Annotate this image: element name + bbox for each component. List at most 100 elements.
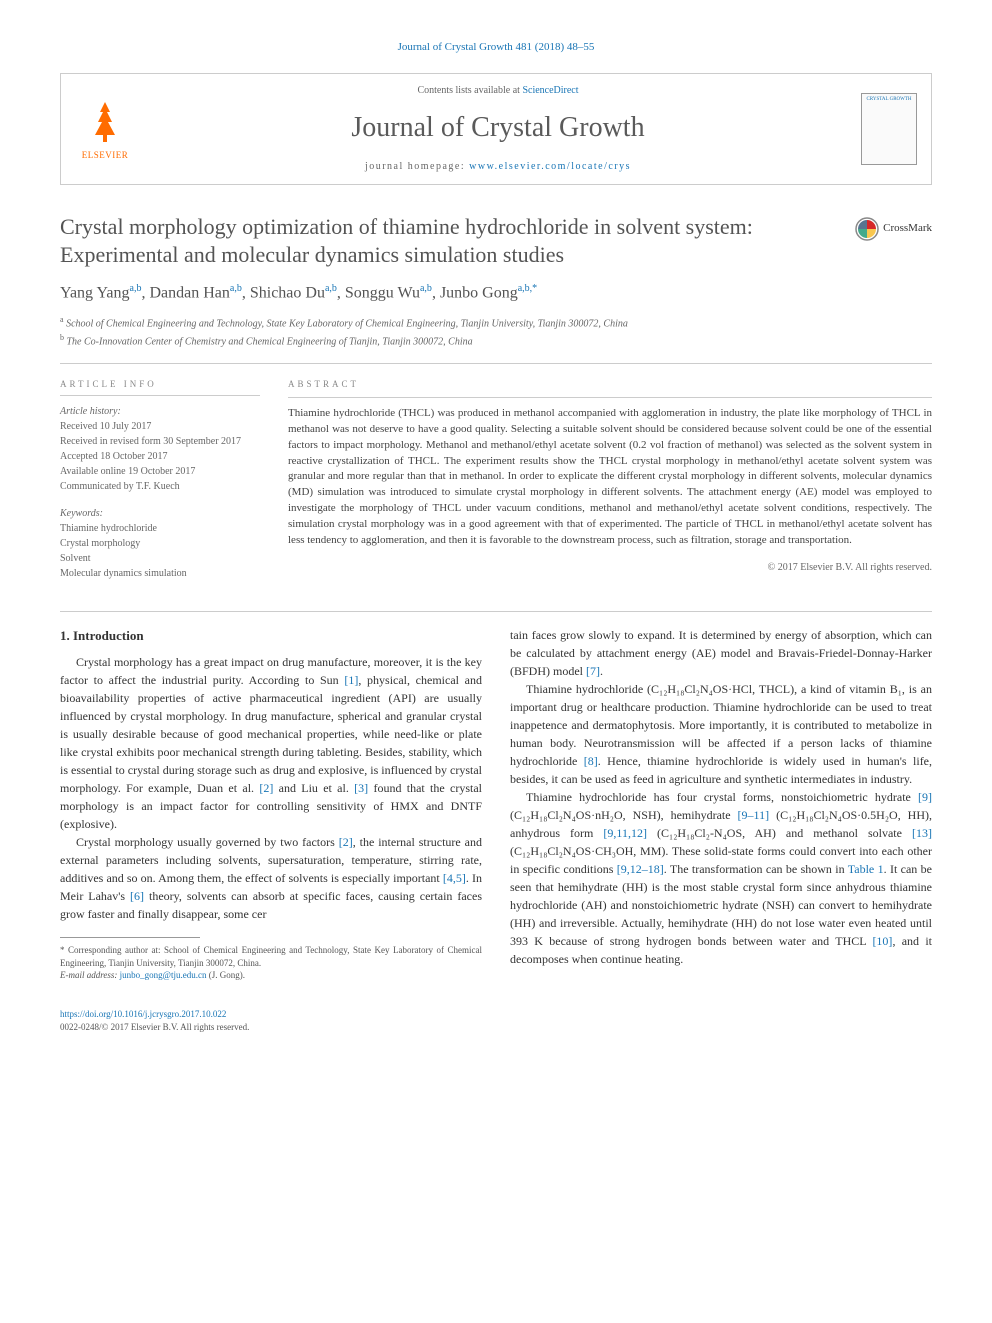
journal-name: Journal of Crystal Growth — [135, 108, 861, 147]
journal-citation: Journal of Crystal Growth 481 (2018) 48–… — [60, 40, 932, 55]
author-1-aff[interactable]: a,b — [130, 283, 142, 294]
ref-2b[interactable]: [2] — [339, 835, 353, 849]
received-date: Received 10 July 2017 — [60, 421, 151, 432]
author-3[interactable]: Shichao Du — [250, 284, 325, 301]
abstract-copyright: © 2017 Elsevier B.V. All rights reserved… — [288, 561, 932, 575]
email-label: E-mail address: — [60, 970, 120, 980]
crossmark-badge[interactable]: CrossMark — [855, 217, 932, 241]
issn-copyright: 0022-0248/© 2017 Elsevier B.V. All right… — [60, 1022, 249, 1032]
email-suffix: (J. Gong). — [206, 970, 245, 980]
affiliation-a-text: School of Chemical Engineering and Techn… — [66, 319, 628, 330]
corresponding-star[interactable]: * — [532, 283, 537, 294]
ref-13[interactable]: [13] — [912, 826, 932, 840]
sciencedirect-link[interactable]: ScienceDirect — [522, 85, 578, 96]
contents-line: Contents lists available at ScienceDirec… — [135, 84, 861, 98]
abstract-heading: ABSTRACT — [288, 378, 932, 391]
ref-6[interactable]: [6] — [130, 889, 144, 903]
paragraph-2-cont: tain faces grow slowly to expand. It is … — [510, 626, 932, 680]
keywords-block: Keywords: Thiamine hydrochloride Crystal… — [60, 506, 260, 581]
footnote-separator — [60, 937, 200, 938]
author-3-aff[interactable]: a,b — [325, 283, 337, 294]
ref-9-12-18[interactable]: [9,12–18] — [617, 862, 664, 876]
p2f: . — [600, 664, 603, 678]
p1b: , physical, chemical and bioavailability… — [60, 673, 482, 795]
ref-8[interactable]: [8] — [584, 754, 598, 768]
paragraph-3: Thiamine hydrochloride (C₁₂H₁₈Cl₂N₄OS·HC… — [510, 680, 932, 788]
p1c: and Liu et al. — [273, 781, 354, 795]
ref-4-5[interactable]: [4,5] — [443, 871, 466, 885]
email-line: E-mail address: junbo_gong@tju.edu.cn (J… — [60, 969, 482, 982]
ref-10[interactable]: [10] — [872, 934, 892, 948]
p2a: Crystal morphology usually governed by t… — [76, 835, 339, 849]
paragraph-4: Thiamine hydrochloride has four crystal … — [510, 788, 932, 968]
p4a: Thiamine hydrochloride has four crystal … — [526, 790, 918, 804]
ref-9[interactable]: [9] — [918, 790, 932, 804]
page-footer: https://doi.org/10.1016/j.jcrysgro.2017.… — [60, 1000, 932, 1033]
separator-bottom — [60, 611, 932, 612]
footer-left: https://doi.org/10.1016/j.jcrysgro.2017.… — [60, 1008, 249, 1033]
corr-text: * Corresponding author at: School of Che… — [60, 944, 482, 969]
revised-date: Received in revised form 30 September 20… — [60, 436, 241, 447]
p4b: (C₁₂H₁₈Cl₂N₄OS·nH₂O, NSH), hemihydrate — [510, 808, 738, 822]
p4d: (C₁₂H₁₈Cl₂-N₄OS, AH) and methanol solvat… — [647, 826, 912, 840]
communicated-by: Communicated by T.F. Kuech — [60, 481, 180, 492]
keyword-2: Crystal morphology — [60, 538, 140, 549]
homepage-prefix: journal homepage: — [365, 161, 469, 172]
elsevier-tree-icon — [80, 97, 130, 147]
article-info: ARTICLE INFO Article history: Received 1… — [60, 378, 260, 593]
affiliation-a: a School of Chemical Engineering and Tec… — [60, 314, 932, 331]
cover-text: CRYSTAL GROWTH — [864, 96, 914, 103]
keyword-3: Solvent — [60, 553, 91, 564]
ref-1[interactable]: [1] — [344, 673, 358, 687]
homepage-link[interactable]: www.elsevier.com/locate/crys — [469, 161, 631, 172]
article-info-heading: ARTICLE INFO — [60, 378, 260, 391]
abstract-text: Thiamine hydrochloride (THCL) was produc… — [288, 406, 932, 549]
info-sep-1 — [60, 395, 260, 396]
affiliation-b: b The Co-Innovation Center of Chemistry … — [60, 332, 932, 349]
table-1-link[interactable]: Table 1 — [848, 862, 884, 876]
authors-line: Yang Yanga,b, Dandan Hana,b, Shichao Dua… — [60, 282, 932, 305]
history-label: Article history: — [60, 406, 121, 417]
author-4[interactable]: Songgu Wu — [345, 284, 420, 301]
ref-9-11-12[interactable]: [9,11,12] — [603, 826, 647, 840]
author-2[interactable]: Dandan Han — [149, 284, 229, 301]
affiliations: a School of Chemical Engineering and Tec… — [60, 314, 932, 349]
accepted-date: Accepted 18 October 2017 — [60, 451, 167, 462]
keyword-1: Thiamine hydrochloride — [60, 523, 157, 534]
ref-7[interactable]: [7] — [586, 664, 600, 678]
author-5[interactable]: Junbo Gong — [440, 284, 518, 301]
crossmark-label: CrossMark — [883, 221, 932, 236]
body-columns: 1. Introduction Crystal morphology has a… — [60, 626, 932, 982]
info-abstract-row: ARTICLE INFO Article history: Received 1… — [60, 378, 932, 593]
author-5-aff[interactable]: a,b, — [518, 283, 532, 294]
p2e: tain faces grow slowly to expand. It is … — [510, 628, 932, 678]
contents-prefix: Contents lists available at — [417, 85, 522, 96]
ref-9-11[interactable]: [9–11] — [738, 808, 770, 822]
author-1[interactable]: Yang Yang — [60, 284, 130, 301]
header-center: Contents lists available at ScienceDirec… — [135, 84, 861, 173]
journal-citation-link[interactable]: Journal of Crystal Growth 481 (2018) 48–… — [398, 41, 595, 53]
crossmark-icon — [855, 217, 879, 241]
corresponding-footnote: * Corresponding author at: School of Che… — [60, 944, 482, 982]
header-box: ELSEVIER Contents lists available at Sci… — [60, 73, 932, 184]
article-title: Crystal morphology optimization of thiam… — [60, 213, 835, 270]
keywords-label: Keywords: — [60, 508, 103, 519]
online-date: Available online 19 October 2017 — [60, 466, 195, 477]
ref-2[interactable]: [2] — [259, 781, 273, 795]
p4f: . The transformation can be shown in — [664, 862, 848, 876]
homepage-line: journal homepage: www.elsevier.com/locat… — [135, 160, 861, 174]
elsevier-logo[interactable]: ELSEVIER — [75, 97, 135, 162]
history-block: Article history: Received 10 July 2017 R… — [60, 404, 260, 494]
doi-link[interactable]: https://doi.org/10.1016/j.jcrysgro.2017.… — [60, 1009, 226, 1019]
paragraph-1: Crystal morphology has a great impact on… — [60, 653, 482, 833]
ref-3[interactable]: [3] — [354, 781, 368, 795]
paragraph-2: Crystal morphology usually governed by t… — [60, 833, 482, 923]
affiliation-b-text: The Co-Innovation Center of Chemistry an… — [67, 336, 473, 347]
author-4-aff[interactable]: a,b — [420, 283, 432, 294]
abstract-sep — [288, 397, 932, 398]
section-1-heading: 1. Introduction — [60, 626, 482, 646]
journal-cover-thumbnail[interactable]: CRYSTAL GROWTH — [861, 93, 917, 165]
author-2-aff[interactable]: a,b — [230, 283, 242, 294]
elsevier-name: ELSEVIER — [82, 149, 129, 162]
email-link[interactable]: junbo_gong@tju.edu.cn — [120, 970, 207, 980]
